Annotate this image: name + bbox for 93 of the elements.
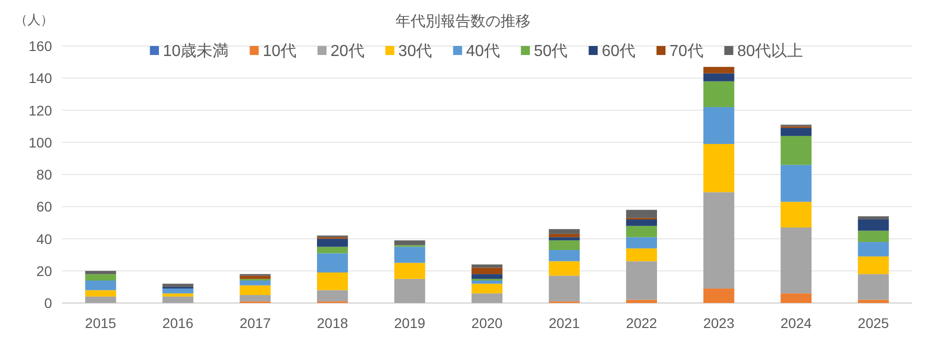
bar <box>626 300 657 303</box>
bar <box>780 128 812 136</box>
bar <box>317 253 348 272</box>
legend-label: 10代 <box>262 43 297 60</box>
bar <box>626 261 657 300</box>
bar <box>626 248 657 262</box>
bar <box>162 293 194 297</box>
legend-label: 10歳未満 <box>162 42 229 60</box>
bar <box>703 81 734 108</box>
bar <box>858 274 889 300</box>
bar <box>85 296 116 303</box>
x-tick-label: 2018 <box>316 315 348 331</box>
bar <box>703 288 734 303</box>
bar <box>317 246 348 254</box>
y-tick-label: 60 <box>36 198 52 215</box>
bar <box>472 284 502 294</box>
legend-label: 50代 <box>534 43 568 60</box>
bar <box>394 240 426 246</box>
bar <box>626 210 657 218</box>
bar <box>858 242 889 256</box>
bar <box>858 216 889 220</box>
x-tick-label: 2022 <box>626 315 658 331</box>
bar <box>780 293 812 303</box>
y-tick-label: 140 <box>28 70 52 86</box>
legend-label: 60代 <box>602 43 636 60</box>
bar <box>162 284 194 287</box>
bar <box>240 276 271 279</box>
bar <box>85 290 116 297</box>
bar <box>703 73 734 82</box>
y-axis-title: （人） <box>14 12 54 27</box>
bar <box>703 144 734 192</box>
bar <box>858 300 889 303</box>
bar <box>780 202 812 228</box>
bar <box>548 261 580 276</box>
bar <box>858 230 889 242</box>
y-tick-label: 160 <box>28 38 52 54</box>
bar <box>394 278 426 303</box>
bar <box>317 238 348 247</box>
bar <box>548 229 580 234</box>
bar <box>703 192 734 289</box>
bar <box>780 136 812 165</box>
legend-label: 40代 <box>466 43 500 60</box>
bar <box>85 280 116 290</box>
y-tick-label: 20 <box>36 262 52 279</box>
x-tick-label: 2021 <box>548 315 580 331</box>
x-tick-label: 2017 <box>240 315 271 331</box>
chart-title: 年代別報告数の推移 <box>396 13 530 30</box>
bar <box>626 226 657 238</box>
y-tick-label: 80 <box>36 166 52 182</box>
bar <box>858 219 889 231</box>
y-tick-label: 100 <box>28 134 52 150</box>
bar <box>548 234 580 238</box>
bar <box>317 290 348 302</box>
x-tick-label: 2016 <box>162 315 194 331</box>
x-tick-label: 2025 <box>858 315 890 331</box>
bar <box>240 285 271 295</box>
x-tick-label: 2020 <box>471 315 503 331</box>
bar <box>548 237 580 240</box>
x-tick-label: 2023 <box>703 315 735 331</box>
bar <box>394 246 426 263</box>
bar <box>780 164 812 202</box>
y-tick-label: 0 <box>44 295 52 311</box>
bar <box>394 262 426 279</box>
bar <box>858 256 889 274</box>
bar <box>472 274 502 279</box>
bar <box>548 250 580 262</box>
bar <box>162 296 194 303</box>
bar <box>703 107 734 144</box>
x-tick-label: 2015 <box>85 315 116 331</box>
bar <box>626 237 657 248</box>
bar <box>162 288 194 294</box>
y-tick-label: 40 <box>36 230 52 247</box>
y-tick-label: 120 <box>28 102 52 118</box>
bar <box>626 219 657 226</box>
bar <box>548 240 580 250</box>
legend-label: 20代 <box>330 43 364 60</box>
bar <box>780 228 812 294</box>
x-tick-label: 2019 <box>394 315 426 331</box>
bar <box>240 294 271 302</box>
bar <box>472 268 502 274</box>
legend-label: 70代 <box>669 43 704 60</box>
bar <box>548 276 580 302</box>
bar <box>317 272 348 290</box>
legend-label: 30代 <box>398 43 432 60</box>
bar <box>472 293 502 303</box>
bar <box>240 280 271 286</box>
bar <box>85 274 116 281</box>
x-tick-label: 2024 <box>780 315 812 331</box>
bar <box>472 280 502 284</box>
bar <box>85 270 116 274</box>
bar <box>472 264 502 268</box>
bar <box>703 66 734 74</box>
legend-label: 80代以上 <box>737 42 804 60</box>
